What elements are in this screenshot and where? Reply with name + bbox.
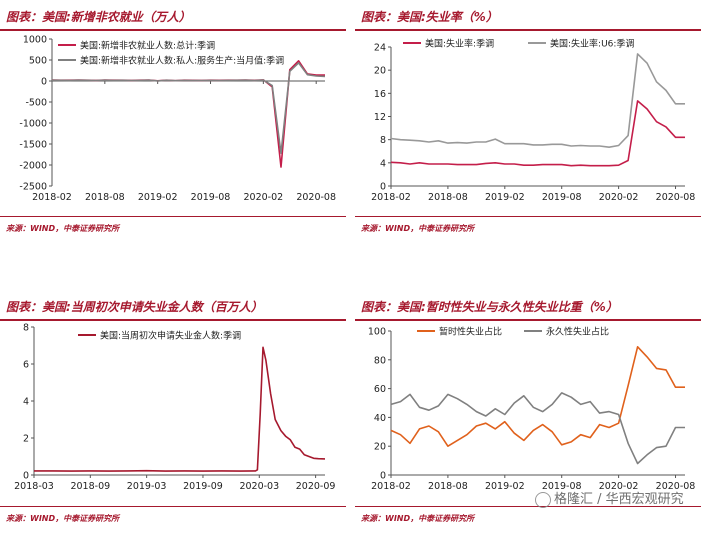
x-tick-label: 2020-08 xyxy=(656,192,696,203)
x-tick-label: 2018-09 xyxy=(70,481,110,492)
chart-nonfarm: -2500 -2000 -1500 -1000 -500 0 500 1000 2018-02 2… xyxy=(19,35,336,204)
source-rule xyxy=(0,506,346,507)
series-line-1 xyxy=(390,392,685,465)
x-tick-label: 2018-08 xyxy=(428,192,468,203)
x-tick-label: 2018-02 xyxy=(371,481,411,492)
y-tick-label: 6 xyxy=(23,360,29,371)
chart-panel-initial-claims: 图表：美国:当周初次申请失业金人数（百万人） 0 2 4 6 8 2018-03 2018-… xyxy=(0,290,346,552)
x-tick-label: 2019-08 xyxy=(542,192,582,203)
x-tick-label: 2018-02 xyxy=(32,192,72,203)
x-tick-label: 2019-03 xyxy=(127,481,167,492)
chart-source: 来源：WIND，中泰证券研究所 xyxy=(361,224,475,233)
chart-title: 图表：美国:暂时性失业与永久性失业比重（%） xyxy=(361,300,618,314)
y-tick-label: 0 xyxy=(23,471,29,482)
y-tick-label: 0 xyxy=(380,182,386,193)
y-tick-label: 40 xyxy=(374,413,386,424)
wechat-icon xyxy=(535,491,551,508)
series-line-0 xyxy=(34,346,326,472)
title-rule xyxy=(355,319,701,321)
x-tick-label: 2019-08 xyxy=(542,481,582,492)
x-tick-label: 2018-08 xyxy=(85,192,125,203)
x-tick-label: 2020-03 xyxy=(239,481,279,492)
y-tick-label: 16 xyxy=(374,89,386,100)
y-tick-label: -1500 xyxy=(19,140,47,151)
series-line-0 xyxy=(390,345,685,447)
source-rule xyxy=(355,506,701,507)
chart-initial-claims: 0 2 4 6 8 2018-03 2018-09 2019-03 2019-09 2020-03… xyxy=(14,323,336,493)
chart-source: 来源：WIND，中泰证券研究所 xyxy=(6,224,120,233)
source-rule xyxy=(355,216,701,217)
legend-label-1: 永久性失业占比 xyxy=(546,326,609,338)
chart-temp-perm-unemployment: 0 20 40 60 80 100 2018-02 2018-08 2019-02 2019-08… xyxy=(368,326,696,493)
y-tick-label: 2 xyxy=(23,434,29,445)
x-tick-label: 2020-09 xyxy=(296,481,336,492)
y-tick-label: 500 xyxy=(29,56,47,67)
title-rule xyxy=(0,319,346,321)
legend-label-0: 美国:新增非农就业人数:总计:季调 xyxy=(80,40,215,52)
y-tick-label: -2500 xyxy=(19,182,47,193)
y-tick-label: -1000 xyxy=(19,119,47,130)
title-rule xyxy=(0,29,346,31)
x-tick-label: 2019-09 xyxy=(183,481,223,492)
legend-label-0: 美国:当周初次申请失业金人数:季调 xyxy=(100,330,241,342)
x-tick-label: 2020-08 xyxy=(296,192,336,203)
y-tick-label: 1000 xyxy=(23,35,47,46)
legend-label-0: 暂时性失业占比 xyxy=(439,326,502,338)
y-tick-label: 0 xyxy=(380,471,386,482)
x-tick-label: 2019-08 xyxy=(191,192,231,203)
y-tick-label: 8 xyxy=(23,323,29,334)
y-tick-label: 0 xyxy=(41,77,47,88)
x-tick-label: 2019-02 xyxy=(138,192,178,203)
chart-source: 来源：WIND，中泰证券研究所 xyxy=(361,514,475,523)
title-rule xyxy=(355,29,701,31)
x-tick-label: 2018-08 xyxy=(428,481,468,492)
y-tick-label: 12 xyxy=(374,112,386,123)
y-tick-label: 4 xyxy=(23,397,29,408)
x-tick-label: 2020-02 xyxy=(244,192,284,203)
y-tick-label: -500 xyxy=(25,98,47,109)
chart-panel-nonfarm: 图表：美国:新增非农就业（万人） -2500 -2000 -1500 -1000 -50… xyxy=(0,0,346,262)
y-tick-label: 100 xyxy=(368,327,386,338)
y-tick-label: 20 xyxy=(374,66,386,77)
y-tick-label: 4 xyxy=(380,158,386,169)
chart-title: 图表：美国:新增非农就业（万人） xyxy=(6,10,191,24)
x-tick-label: 2019-02 xyxy=(485,192,525,203)
y-tick-label: -2000 xyxy=(19,161,47,172)
series-line-1 xyxy=(51,62,326,154)
y-tick-label: 24 xyxy=(374,43,386,54)
x-tick-label: 2020-02 xyxy=(599,192,639,203)
chart-source: 来源：WIND，中泰证券研究所 xyxy=(6,514,120,523)
series-line-1 xyxy=(390,53,685,148)
chart-panel-unemployment-rate: 图表：美国:失业率（%） 0 4 8 12 16 20 24 2018-02 2018-08 20… xyxy=(355,0,701,262)
x-tick-label: 2018-03 xyxy=(14,481,54,492)
x-tick-label: 2020-02 xyxy=(599,481,639,492)
x-tick-label: 2020-08 xyxy=(656,481,696,492)
chart-title: 图表：美国:当周初次申请失业金人数（百万人） xyxy=(6,300,263,314)
legend-label-1: 美国:失业率:U6:季调 xyxy=(550,38,634,50)
y-tick-label: 60 xyxy=(374,384,386,395)
x-tick-label: 2019-02 xyxy=(485,481,525,492)
y-tick-label: 80 xyxy=(374,355,386,366)
series-line-0 xyxy=(51,59,325,168)
series-line-0 xyxy=(390,100,685,167)
y-tick-label: 20 xyxy=(374,442,386,453)
watermark-text: 格隆汇 / 华西宏观研究 xyxy=(554,492,684,507)
legend-label-0: 美国:失业率:季调 xyxy=(425,38,494,50)
chart-unemployment-rate: 0 4 8 12 16 20 24 2018-02 2018-08 2019-02 2019-08 2… xyxy=(371,38,696,204)
chart-title: 图表：美国:失业率（%） xyxy=(361,10,498,24)
watermark: 格隆汇 / 华西宏观研究 xyxy=(535,488,684,508)
source-rule xyxy=(0,216,346,217)
y-tick-label: 8 xyxy=(380,135,386,146)
chart-panel-temp-perm-unemployment: 图表：美国:暂时性失业与永久性失业比重（%） 0 20 40 60 80 100 2018-… xyxy=(355,290,701,552)
legend-label-1: 美国:新增非农就业人数:私人:服务生产:当月值:季调 xyxy=(80,55,284,67)
x-tick-label: 2018-02 xyxy=(371,192,411,203)
